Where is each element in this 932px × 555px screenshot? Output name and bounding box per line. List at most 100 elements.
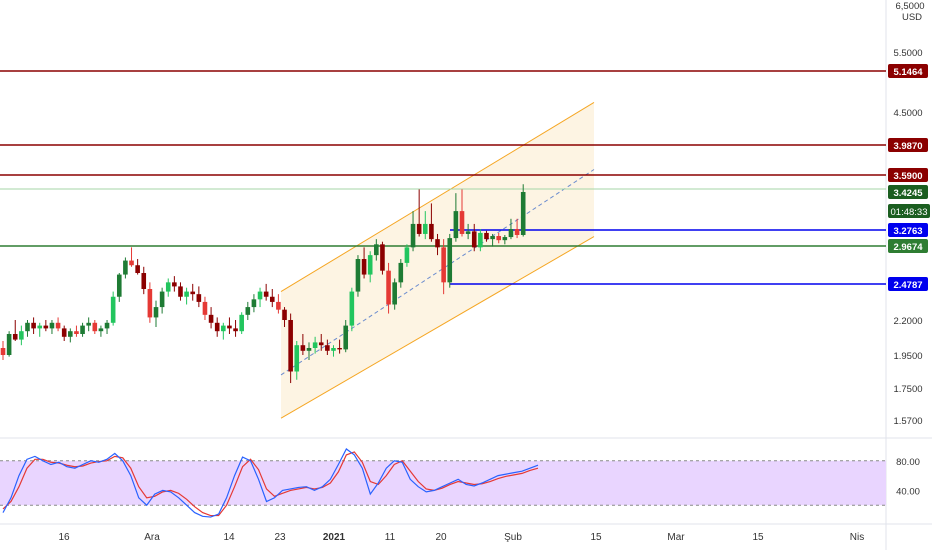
- level-label-2.4787: 2.4787: [893, 280, 922, 291]
- level-badge-3.2763: [888, 223, 928, 237]
- stoch-k-line: [2, 448, 539, 518]
- price-channel: [280, 102, 595, 419]
- candle-body: [123, 260, 128, 275]
- level-label-5.1464: 5.1464: [893, 67, 923, 78]
- channel-fill: [281, 102, 594, 419]
- channel-median: [280, 169, 595, 376]
- candle-body: [245, 307, 251, 315]
- candle-body: [233, 328, 238, 332]
- price-tick-label: 5.5000: [893, 48, 922, 59]
- level-badge-5.1464: [888, 64, 928, 78]
- candle-body: [392, 282, 397, 305]
- candle-body: [343, 325, 349, 350]
- candle-body: [172, 282, 177, 287]
- candle-body: [514, 229, 520, 235]
- candle-body: [416, 223, 422, 234]
- candle-body: [55, 322, 61, 329]
- channel-upper: [280, 102, 595, 293]
- candle-body: [110, 296, 116, 323]
- candle-body: [361, 259, 367, 275]
- candle-body: [410, 223, 416, 248]
- candle-body: [61, 328, 67, 337]
- price-tick-label: 1.7500: [893, 384, 922, 395]
- candle-body: [282, 309, 287, 320]
- candle-body: [374, 244, 379, 256]
- stoch-tick-label: 40.00: [896, 486, 920, 497]
- candle-body: [435, 239, 440, 248]
- time-tick-label: 15: [752, 532, 764, 543]
- candle-body: [453, 211, 459, 239]
- candle-body: [257, 291, 263, 300]
- candle-body: [74, 331, 79, 334]
- time-tick-label: 11: [385, 532, 396, 543]
- candle-body: [508, 229, 514, 238]
- candle-body: [214, 322, 220, 332]
- candle-body: [422, 223, 428, 234]
- candle-body: [306, 348, 312, 351]
- time-tick-label: 14: [223, 532, 235, 543]
- candle-body: [288, 320, 293, 372]
- last-price-badge: [888, 185, 928, 199]
- candle-body: [184, 291, 189, 297]
- candle-body: [441, 247, 446, 283]
- time-tick-label: Ara: [144, 532, 160, 543]
- candle-body: [98, 328, 104, 332]
- stoch-d-line: [2, 451, 539, 517]
- candle-body: [325, 345, 330, 351]
- candle-body: [318, 342, 324, 346]
- candle-body: [490, 236, 495, 240]
- time-tick-label: Nis: [850, 532, 864, 543]
- candle-body: [465, 231, 471, 234]
- horizontal-levels: 5.1464 3.9870 3.5900 3.2763 2.9674 2.4787 3.42…: [0, 64, 930, 291]
- candle-body: [429, 223, 434, 240]
- time-tick-label: Şub: [504, 532, 522, 543]
- time-tick-label: 23: [274, 532, 286, 543]
- candle-body: [484, 232, 489, 240]
- candle-body: [159, 291, 165, 308]
- candle-body: [349, 291, 355, 326]
- price-tick-label: 4.5000: [893, 108, 922, 119]
- candle-body: [0, 348, 6, 355]
- last-price-label: 3.4245: [893, 188, 923, 199]
- candle-body: [104, 322, 110, 329]
- candle-body: [459, 211, 465, 234]
- level-label-3.5900: 3.5900: [893, 171, 922, 182]
- candle-body: [80, 325, 85, 334]
- candle-body: [380, 244, 385, 271]
- level-badge-3.9870: [888, 138, 928, 152]
- candle-body: [355, 259, 361, 292]
- time-tick-label: 16: [58, 532, 70, 543]
- candle-body: [49, 322, 55, 329]
- candle-body: [294, 345, 300, 372]
- time-tick-label: Mar: [667, 532, 685, 543]
- candle-body: [31, 322, 36, 329]
- channel-lower: [280, 236, 595, 419]
- candle-body: [147, 288, 153, 318]
- candle-body: [239, 314, 244, 332]
- candle-body: [135, 265, 140, 274]
- candle-body: [471, 231, 477, 248]
- price-tick-label: 1.9500: [893, 351, 922, 362]
- level-label-2.9674: 2.9674: [893, 242, 923, 253]
- candle-body: [116, 274, 122, 297]
- candle-body: [251, 299, 257, 308]
- candle-body: [386, 270, 391, 305]
- candle-body: [68, 331, 73, 337]
- currency-label: USD: [902, 12, 922, 23]
- level-label-3.9870: 3.9870: [893, 141, 922, 152]
- candle-body: [37, 325, 43, 329]
- candle-body: [367, 255, 373, 275]
- time-tick-label: 2021: [323, 532, 346, 543]
- candle-body: [337, 348, 342, 350]
- countdown-label: 01:48:33: [891, 207, 928, 218]
- candle-body: [447, 238, 453, 283]
- candle-body: [129, 260, 134, 266]
- candle-body: [92, 322, 98, 332]
- level-label-3.2763: 3.2763: [893, 226, 922, 237]
- candles: [0, 184, 526, 384]
- candle-body: [398, 262, 404, 283]
- candle-body: [165, 282, 171, 292]
- candle-body: [404, 247, 410, 263]
